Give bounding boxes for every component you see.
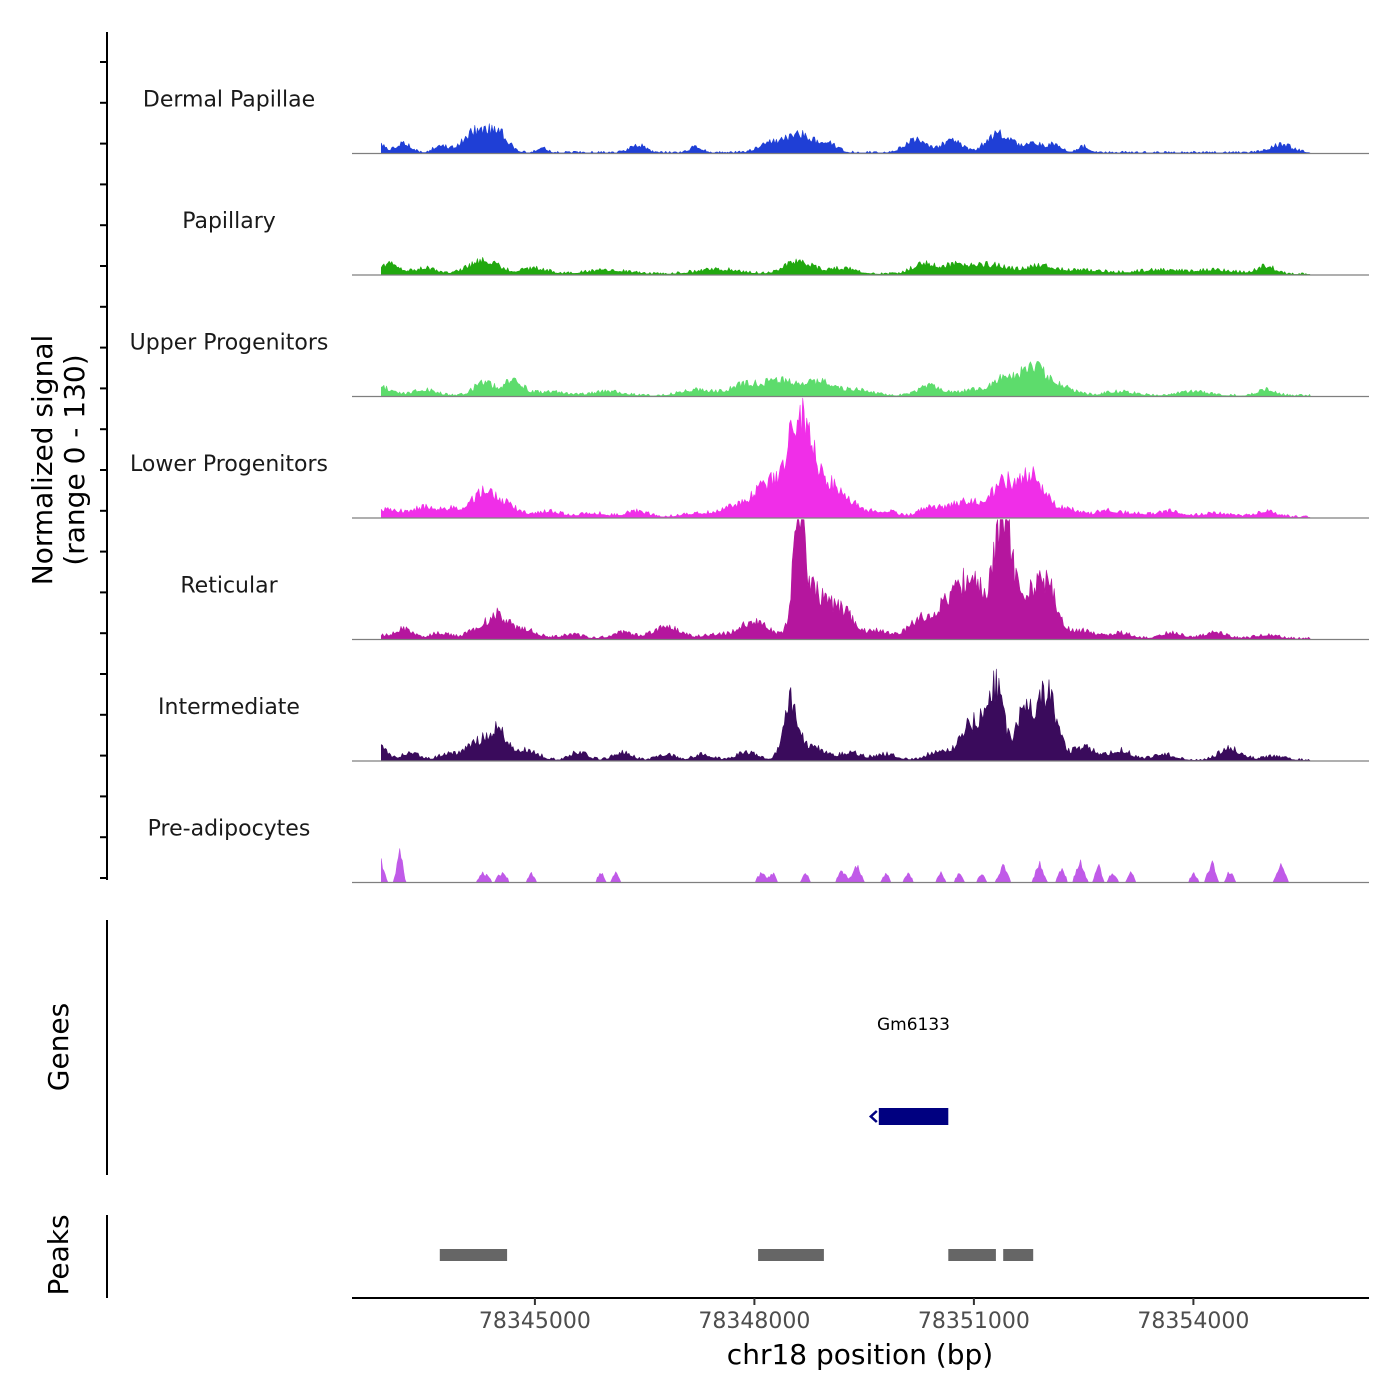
x-tick-label: 78345000 (479, 1309, 591, 1334)
track-label: Reticular (180, 574, 278, 599)
track-upper-progenitors: Upper Progenitors (130, 331, 1369, 398)
x-tick-label: 78354000 (1137, 1309, 1249, 1334)
genes-panel-title: Genes (42, 1003, 75, 1091)
x-axis-ticks: 78345000 78348000 78351000 78354000 (479, 1298, 1249, 1334)
peak-region (1003, 1249, 1034, 1261)
track-pre-adipocytes: Pre-adipocytes (148, 817, 1369, 884)
peak-region (948, 1249, 996, 1261)
peak-region (758, 1249, 824, 1261)
x-tick-label: 78351000 (918, 1309, 1030, 1334)
track-signal-area (381, 668, 1311, 762)
peak-regions (439, 1249, 1034, 1261)
gene-body (878, 1108, 949, 1125)
track-label: Intermediate (158, 695, 300, 720)
track-dermal-papillae: Dermal Papillae (143, 88, 1369, 155)
track-signal-area (381, 123, 1311, 154)
signal-panel-tick-marks (100, 61, 107, 879)
gene-annotations: Gm6133 (868, 1015, 950, 1125)
gene-gm6133: Gm6133 (868, 1015, 950, 1125)
track-label: Papillary (182, 209, 276, 234)
signal-panel-subtitle: (range 0 - 130) (58, 354, 91, 565)
track-intermediate: Intermediate (158, 668, 1369, 762)
track-label: Lower Progenitors (130, 452, 328, 477)
x-tick-label: 78348000 (698, 1309, 810, 1334)
track-reticular: Reticular (180, 519, 1369, 641)
coverage-tracks: Dermal Papillae Papillary Upper Progenitor… (130, 88, 1369, 884)
track-signal-area (381, 397, 1311, 519)
track-signal-area (381, 848, 1311, 883)
strand-arrow-icon (868, 1110, 878, 1123)
x-axis-title: chr18 position (bp) (727, 1338, 993, 1371)
track-signal-area (381, 257, 1311, 276)
gene-label: Gm6133 (877, 1015, 950, 1035)
track-signal-area (381, 361, 1311, 397)
peaks-panel-title: Peaks (42, 1214, 75, 1295)
track-signal-area (381, 519, 1311, 640)
signal-panel-title: Normalized signal (26, 335, 59, 586)
track-label: Dermal Papillae (143, 88, 315, 113)
peak-region (439, 1249, 508, 1261)
track-papillary: Papillary (182, 209, 1369, 276)
track-lower-progenitors: Lower Progenitors (130, 397, 1369, 519)
track-label: Upper Progenitors (130, 331, 329, 356)
track-label: Pre-adipocytes (148, 817, 311, 842)
